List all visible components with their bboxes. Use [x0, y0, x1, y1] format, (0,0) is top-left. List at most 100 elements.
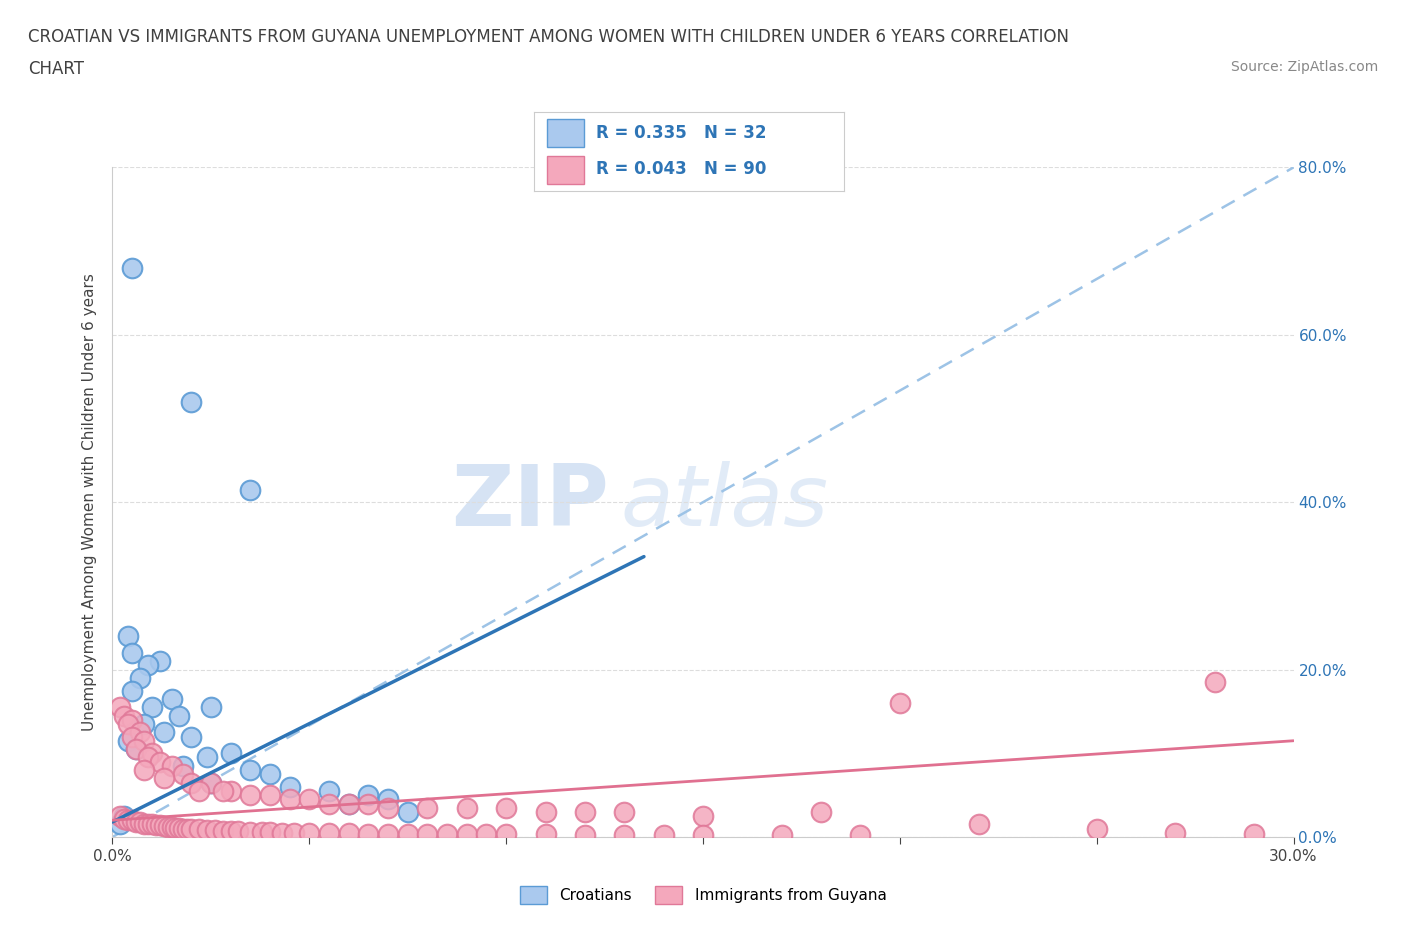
Point [117, 629, 139, 644]
Point [219, 746, 242, 761]
Point [475, 827, 498, 842]
Point [810, 804, 832, 819]
Point [165, 820, 187, 835]
Point [534, 827, 557, 842]
Point [318, 783, 340, 798]
Point [396, 826, 419, 841]
Point [495, 800, 517, 815]
Point [180, 822, 202, 837]
Point [278, 779, 301, 794]
Point [1085, 821, 1108, 836]
Point [188, 783, 211, 798]
Point [278, 792, 301, 807]
Text: Source: ZipAtlas.com: Source: ZipAtlas.com [1230, 60, 1378, 74]
Point [160, 692, 183, 707]
Point [337, 796, 360, 811]
Text: CROATIAN VS IMMIGRANTS FROM GUYANA UNEMPLOYMENT AMONG WOMEN WITH CHILDREN UNDER : CROATIAN VS IMMIGRANTS FROM GUYANA UNEMP… [28, 28, 1069, 46]
Point [152, 818, 174, 833]
Point [141, 700, 163, 715]
Point [318, 796, 340, 811]
Point [204, 823, 226, 838]
Point [125, 742, 148, 757]
Point [145, 817, 167, 832]
Point [396, 804, 419, 819]
Point [250, 825, 273, 840]
Point [160, 759, 183, 774]
Point [136, 817, 159, 832]
Point [259, 788, 281, 803]
Point [1243, 827, 1265, 842]
Text: R = 0.335   N = 32: R = 0.335 N = 32 [596, 124, 766, 142]
Point [495, 827, 517, 842]
Point [211, 783, 233, 798]
Point [967, 817, 990, 832]
Legend: Croatians, Immigrants from Guyana: Croatians, Immigrants from Guyana [513, 880, 893, 910]
Point [456, 800, 478, 815]
Y-axis label: Unemployment Among Women with Children Under 6 years: Unemployment Among Women with Children U… [82, 273, 97, 731]
Point [129, 815, 152, 830]
Point [132, 817, 155, 831]
Text: CHART: CHART [28, 60, 84, 78]
Point [259, 825, 281, 840]
Point [180, 394, 202, 409]
Point [132, 717, 155, 732]
Point [121, 813, 143, 828]
Point [889, 696, 911, 711]
Point [1204, 675, 1226, 690]
Point [613, 828, 636, 843]
Point [117, 813, 139, 828]
Point [298, 826, 321, 841]
Point [195, 823, 218, 838]
Point [121, 729, 143, 744]
Point [141, 817, 163, 832]
Point [377, 800, 399, 815]
Point [195, 750, 218, 764]
Point [357, 826, 380, 841]
Point [180, 729, 202, 744]
Point [121, 684, 143, 698]
Text: R = 0.043   N = 90: R = 0.043 N = 90 [596, 160, 766, 179]
Point [337, 826, 360, 841]
Point [176, 821, 198, 836]
Point [259, 766, 281, 781]
Point [149, 817, 172, 832]
Point [121, 260, 143, 275]
Text: atlas: atlas [620, 460, 828, 544]
Point [132, 733, 155, 748]
Point [574, 828, 596, 843]
Point [436, 827, 458, 842]
Point [160, 819, 183, 834]
Point [132, 763, 155, 777]
Point [112, 709, 135, 724]
Point [121, 645, 143, 660]
Point [652, 828, 675, 843]
Point [357, 796, 380, 811]
Point [283, 826, 305, 841]
Point [770, 828, 793, 843]
Point [228, 824, 250, 839]
Point [112, 811, 135, 826]
Point [152, 771, 174, 786]
Point [172, 759, 194, 774]
Point [574, 804, 596, 819]
Point [377, 792, 399, 807]
Point [219, 824, 242, 839]
FancyBboxPatch shape [547, 119, 583, 147]
Point [239, 483, 262, 498]
Point [149, 654, 172, 669]
Point [692, 828, 714, 843]
Point [110, 817, 132, 832]
Point [117, 717, 139, 732]
Point [136, 750, 159, 764]
Point [169, 709, 191, 724]
Point [298, 792, 321, 807]
Point [149, 754, 172, 769]
Point [152, 725, 174, 740]
Point [239, 763, 262, 777]
Point [211, 824, 233, 839]
Point [416, 800, 439, 815]
Text: ZIP: ZIP [451, 460, 609, 544]
FancyBboxPatch shape [547, 156, 583, 184]
Point [1164, 826, 1187, 841]
Point [121, 712, 143, 727]
